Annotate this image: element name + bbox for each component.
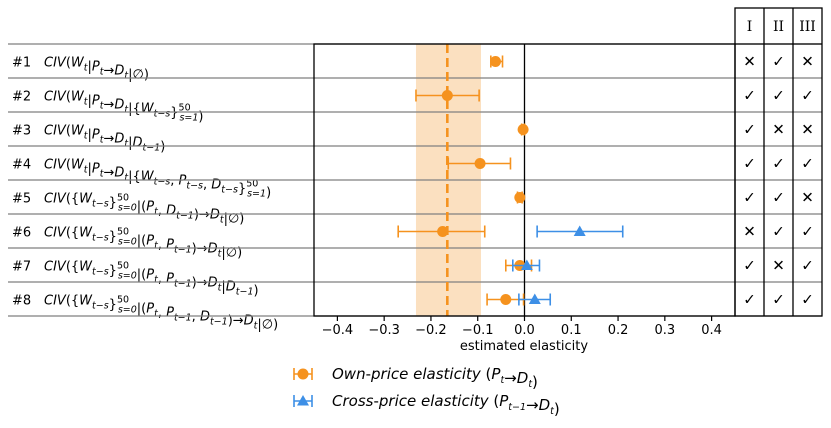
check-mark: ✓ (743, 291, 756, 309)
check-mark: ✓ (772, 53, 785, 71)
row-id: #2 (12, 90, 31, 105)
check-table: I II III ✕ ✓ ✕✓ ✓ ✓✓ ✕ ✕✓ ✓ ✓✓ ✓ ✕✕ ✓ ✓✓ ✕ ✓✓ ✓ ✓ (734, 7, 823, 317)
check-col-header: I (747, 19, 753, 35)
check-mark: ✕ (743, 223, 756, 241)
check-mark: ✓ (743, 87, 756, 105)
check-mark: ✓ (801, 87, 814, 105)
check-mark: ✕ (772, 257, 785, 275)
check-mark: ✓ (772, 189, 785, 207)
row-id: #7 (12, 260, 31, 275)
x-tick-label: −0.1 (462, 323, 494, 338)
data-marks (397, 55, 624, 306)
check-mark: ✕ (801, 189, 814, 207)
row-id: #3 (12, 124, 31, 139)
check-mark: ✕ (772, 121, 785, 139)
row-id: #6 (12, 226, 31, 241)
legend: Own-price elasticity (Pt→Dt)Cross-price … (293, 365, 560, 418)
cross-price-point (512, 259, 541, 272)
check-mark: ✓ (743, 155, 756, 173)
check-table-header: I II III (747, 19, 816, 35)
x-tick-label: 0.4 (701, 323, 722, 338)
check-mark: ✓ (743, 121, 756, 139)
x-axis: −0.4 −0.3 −0.2 −0.1 0.0 0.1 0.2 0.3 0.4 (322, 316, 722, 338)
check-mark: ✓ (743, 257, 756, 275)
row-id: #1 (12, 56, 31, 71)
row-formula-label: CIV(Wt|Pt→Dt|Dt−1) (44, 124, 165, 155)
x-tick-label: 0.0 (514, 323, 535, 338)
own-price-point (517, 123, 529, 136)
row-id: #4 (12, 158, 31, 173)
check-mark: ✓ (801, 155, 814, 173)
check-mark: ✓ (772, 223, 785, 241)
check-mark: ✓ (801, 291, 814, 309)
row-formula-label: CIV(Wt|Pt→Dt|∅) (44, 56, 149, 83)
check-mark: ✓ (743, 189, 756, 207)
x-tick-label: 0.1 (561, 323, 582, 338)
own-price-point (415, 89, 480, 102)
x-axis-label: estimated elasticity (460, 339, 589, 354)
x-tick-label: 0.3 (654, 323, 675, 338)
check-mark: ✓ (801, 257, 814, 275)
row-formula-label: CIV(Wt|Pt→Dt|{Wt−s}50 s=1) (44, 90, 203, 125)
row-id: #5 (12, 192, 31, 207)
legend-cross-price: Cross-price elasticity (Pt−1→Dt) (293, 392, 560, 418)
cross-price-point (518, 293, 552, 306)
row-formula-label: CIV({Wt−s}50 s=0|(Pt, Pt−1)→Dt|∅) (44, 226, 242, 261)
check-col-header: III (799, 19, 816, 35)
check-mark: ✕ (743, 53, 756, 71)
check-mark: ✓ (772, 155, 785, 173)
row-formula-label: CIV({Wt−s}50 s=0|(Pt, Pt−1, Dt−1)→Dt|∅) (44, 294, 278, 333)
legend-text: Own-price elasticity (Pt→Dt) (332, 365, 538, 391)
own-price-point (397, 225, 486, 238)
row-formula-label: CIV(Wt|Pt→Dt|{Wt−s, Pt−s, Dt−s}50 s=1) (44, 158, 271, 201)
cross-price-point (536, 225, 624, 238)
row-formula-label: CIV({Wt−s}50 s=0|(Pt, Pt−1)→Dt|Dt−1) (44, 260, 259, 299)
check-mark: ✕ (801, 53, 814, 71)
row-label-column: CIV(Wt|Pt→Dt|∅) CIV(Wt|Pt→Dt|{Wt−s}50 s=1)… (44, 56, 278, 333)
check-mark: ✓ (801, 223, 814, 241)
check-table-frame (734, 7, 823, 317)
row-formula-label: CIV({Wt−s}50 s=0|(Pt, Dt−1)→Dt|∅) (44, 192, 244, 227)
row-id-column: #1 #2 #3 #4 #5 #6 #7 #8 (12, 56, 31, 309)
check-mark: ✓ (772, 291, 785, 309)
check-table-body: ✕ ✓ ✕ ✓ ✓ ✓ ✓ ✕ ✕ ✓ ✓ ✓ ✓ ✓ ✕ ✕ ✓ ✓ ✓ ✕ ✓ ✓ ✓ ✓ (743, 53, 814, 309)
check-col-header: II (773, 19, 784, 35)
row-id: #8 (12, 294, 31, 309)
legend-text: Cross-price elasticity (Pt−1→Dt) (332, 392, 560, 418)
check-mark: ✓ (772, 87, 785, 105)
check-mark: ✕ (801, 121, 814, 139)
x-tick-label: −0.3 (368, 323, 400, 338)
own-price-point (514, 191, 526, 204)
x-tick-label: 0.2 (608, 323, 629, 338)
own-price-point (447, 157, 512, 170)
x-tick-label: −0.4 (322, 323, 354, 338)
legend-own-price: Own-price elasticity (Pt→Dt) (293, 365, 538, 391)
own-price-point (489, 55, 504, 68)
x-tick-label: −0.2 (415, 323, 447, 338)
